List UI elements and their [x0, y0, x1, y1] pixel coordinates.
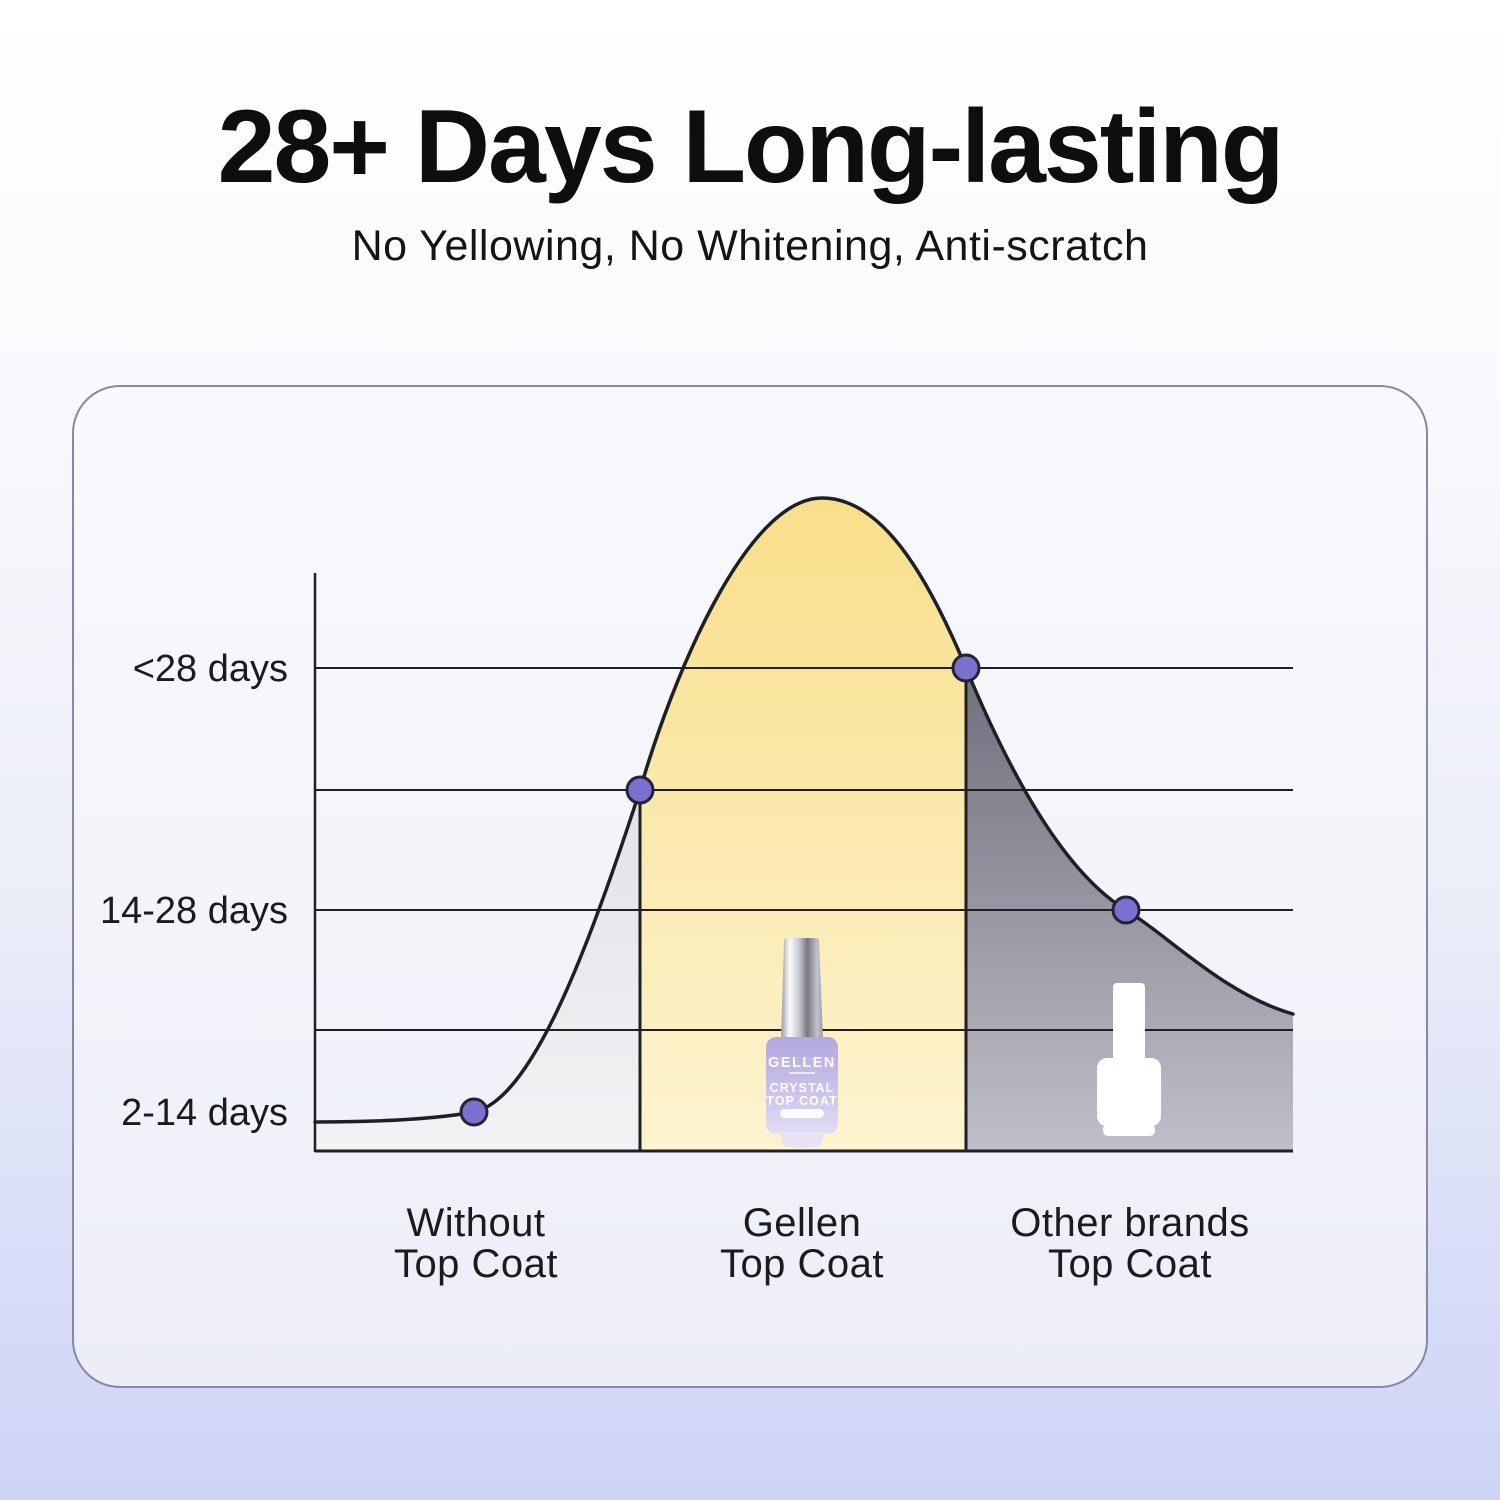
- marker-without-top-coat: [459, 1097, 489, 1127]
- data-point-markers: [459, 653, 1141, 1127]
- x-label-gellen-line1: Gellen: [743, 1201, 862, 1245]
- x-label-gellen-line2: Top Coat: [720, 1242, 884, 1286]
- x-label-without-top-coat: Without Top Coat: [394, 1201, 558, 1286]
- gellen-bottle-graphic: GELLEN CRYSTAL TOP COAT: [766, 938, 838, 1148]
- marker-gellen-left: [625, 775, 655, 805]
- gellen-bottle-label-line1: CRYSTAL: [770, 1081, 835, 1095]
- gellen-bottle-badge-pill: [780, 1109, 824, 1118]
- page-title: 28+ Days Long-lasting: [217, 89, 1285, 205]
- x-label-other-line1: Other brands: [1010, 1201, 1249, 1245]
- gellen-bottle-tagline-rule: [789, 1072, 815, 1074]
- generic-bottle-silhouette: [1097, 983, 1161, 1136]
- x-label-without-line2: Top Coat: [394, 1242, 558, 1286]
- generic-bottle-body: [1097, 1058, 1161, 1126]
- generic-bottle-foot: [1103, 1124, 1155, 1136]
- x-label-without-line1: Without: [406, 1201, 545, 1245]
- x-label-other-line2: Top Coat: [1048, 1242, 1212, 1286]
- marker-gellen-right: [951, 653, 981, 683]
- y-label-28-days: <28 days: [133, 648, 288, 690]
- y-label-2-14-days: 2-14 days: [121, 1092, 288, 1134]
- gellen-bottle-label-line2: TOP COAT: [766, 1094, 837, 1108]
- durability-chart: <28 days 14-28 days 2-14 days Without To…: [100, 496, 1295, 1286]
- generic-bottle-cap: [1113, 983, 1145, 1061]
- x-label-other-brands-top-coat: Other brands Top Coat: [1010, 1201, 1249, 1286]
- y-label-14-28-days: 14-28 days: [100, 890, 288, 932]
- x-label-gellen-top-coat: Gellen Top Coat: [720, 1201, 884, 1286]
- marker-other-brands: [1111, 895, 1141, 925]
- page-subtitle: No Yellowing, No Whitening, Anti-scratch: [351, 222, 1149, 270]
- gellen-bottle-base: [779, 1132, 825, 1148]
- gellen-bottle-cap: [781, 938, 823, 1039]
- region-gellen-top-coat: [640, 498, 966, 1151]
- gellen-bottle-brand-text: GELLEN: [768, 1055, 836, 1071]
- region-without-top-coat: [315, 790, 640, 1151]
